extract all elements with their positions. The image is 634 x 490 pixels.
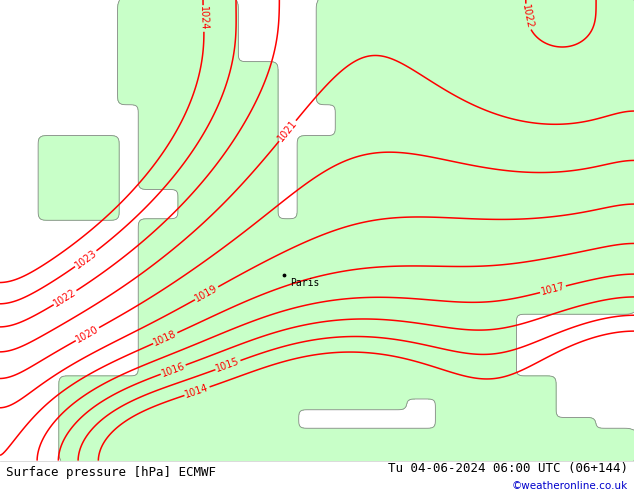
Text: 1024: 1024 (198, 6, 209, 31)
Text: 1021: 1021 (276, 118, 299, 144)
Text: 1022: 1022 (519, 4, 534, 30)
Text: 1015: 1015 (215, 356, 241, 374)
Text: Tu 04-06-2024 06:00 UTC (06+144): Tu 04-06-2024 06:00 UTC (06+144) (387, 463, 628, 475)
Text: 1016: 1016 (160, 361, 186, 378)
Text: Paris: Paris (290, 278, 320, 288)
Text: 1014: 1014 (184, 383, 210, 400)
Text: ©weatheronline.co.uk: ©weatheronline.co.uk (512, 481, 628, 490)
Text: Surface pressure [hPa] ECMWF: Surface pressure [hPa] ECMWF (6, 466, 216, 479)
Text: 1022: 1022 (52, 287, 78, 309)
Text: 1023: 1023 (73, 247, 99, 270)
Text: 1017: 1017 (540, 281, 566, 297)
Text: 1018: 1018 (152, 329, 179, 348)
Text: 1020: 1020 (74, 324, 101, 344)
Text: 1019: 1019 (193, 283, 220, 304)
